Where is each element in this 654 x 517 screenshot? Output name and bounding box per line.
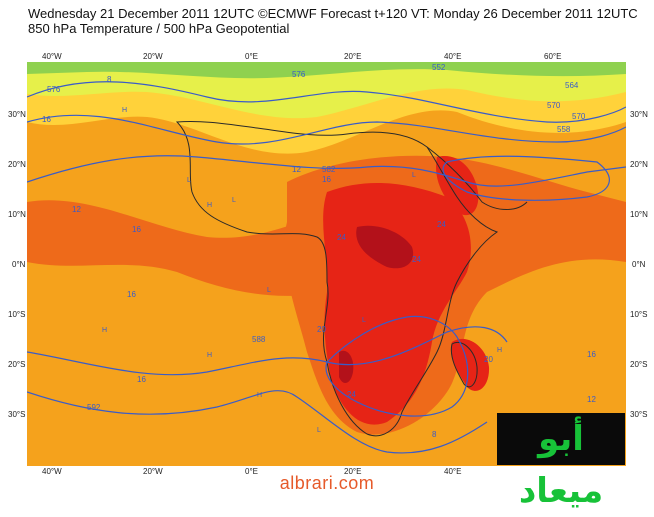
lon-label-top-0e: 0°E: [245, 52, 258, 61]
madagascar-coastline: [450, 342, 478, 388]
lat-label-right-30s: 30°S: [630, 410, 648, 419]
isohypse-588-south: [27, 326, 508, 376]
forecast-header: Wednesday 21 December 2011 12UTC ©ECMWF …: [28, 6, 638, 21]
lat-label-left-20s: 20°S: [8, 360, 26, 369]
contour-label: 12: [292, 165, 301, 174]
contour-label: 552: [432, 63, 446, 72]
contour-label: 576: [47, 85, 61, 94]
contour-label: 16: [322, 175, 331, 184]
lat-label-right-0n: 0°N: [632, 260, 646, 269]
lat-label-right-20s: 20°S: [630, 360, 648, 369]
lat-label-left-20n: 20°N: [8, 160, 26, 169]
high-pressure-mark: H: [207, 352, 212, 359]
contour-label: 16: [587, 350, 596, 359]
high-pressure-mark: H: [497, 347, 502, 354]
contour-label: 24: [412, 255, 421, 264]
contour-label: 16: [127, 290, 136, 299]
contour-label: 24: [437, 220, 446, 229]
forecast-map[interactable]: 576 16 12 16 8 24 24 24 16 592 564 570 5…: [27, 62, 626, 466]
high-pressure-mark: H: [207, 202, 212, 209]
map-title: Wednesday 21 December 2011 12UTC ©ECMWF …: [28, 6, 638, 36]
low-pressure-mark: L: [267, 287, 271, 294]
contour-label: 12: [587, 395, 596, 404]
low-pressure-mark: L: [362, 317, 366, 324]
field-description: 850 hPa Temperature / 500 hPa Geopotenti…: [28, 21, 290, 36]
contour-label: 16: [132, 225, 141, 234]
lon-label-top-40w: 40°W: [42, 52, 62, 61]
lon-label-bottom-20e: 20°E: [344, 467, 362, 476]
isohypse-594-south: [325, 315, 469, 417]
contour-label: 558: [557, 125, 571, 134]
cold-zone-north: [27, 62, 626, 79]
lat-label-right-10n: 10°N: [630, 210, 648, 219]
lon-label-bottom-20w: 20°W: [143, 467, 163, 476]
contour-label: 570: [572, 112, 586, 121]
contour-label: 570: [547, 101, 561, 110]
lon-label-top-20e: 20°E: [344, 52, 362, 61]
lon-label-top-20w: 20°W: [143, 52, 163, 61]
contour-label: 8: [432, 430, 437, 439]
isohypse-576: [27, 114, 626, 145]
low-pressure-mark: L: [317, 427, 321, 434]
contour-label: 20: [317, 325, 326, 334]
hottest-zone-south: [339, 350, 354, 384]
contour-label: 564: [565, 81, 579, 90]
author-badge: أبو ميعاد: [497, 413, 625, 511]
lon-label-top-60e: 60°E: [544, 52, 562, 61]
contour-label: 16: [137, 375, 146, 384]
contour-label: 16: [42, 115, 51, 124]
lon-label-bottom-0e: 0°E: [245, 467, 258, 476]
isohypse-594-east: [442, 155, 610, 201]
lat-label-right-20n: 20°N: [630, 160, 648, 169]
high-pressure-mark: H: [122, 107, 127, 114]
low-pressure-mark: L: [232, 197, 236, 204]
lat-label-left-30s: 30°S: [8, 410, 26, 419]
low-pressure-mark: L: [412, 172, 416, 179]
contour-label: 582: [322, 165, 336, 174]
lat-label-right-30n: 30°N: [630, 110, 648, 119]
site-watermark: albrari.com: [279, 473, 375, 493]
lon-label-bottom-40e: 40°E: [444, 467, 462, 476]
contour-label: 576: [292, 70, 306, 79]
contour-label: 24: [337, 233, 346, 242]
contour-label: 12: [72, 205, 81, 214]
lon-label-bottom-40w: 40°W: [42, 467, 62, 476]
contour-label: 588: [252, 335, 266, 344]
temperature-field: 576 16 12 16 8 24 24 24 16 592 564 570 5…: [27, 62, 626, 466]
africa-coastline: [175, 120, 499, 437]
contour-label: 24: [347, 390, 356, 399]
lat-label-right-10s: 10°S: [630, 310, 648, 319]
contour-label: 592: [87, 403, 101, 412]
lat-label-left-10s: 10°S: [8, 310, 26, 319]
lat-label-left-10n: 10°N: [8, 210, 26, 219]
contour-label: 8: [107, 75, 112, 84]
lat-label-left-30n: 30°N: [8, 110, 26, 119]
low-pressure-mark: L: [187, 177, 191, 184]
high-pressure-mark: H: [102, 327, 107, 334]
arabia-coastline: [426, 146, 528, 210]
lon-label-top-40e: 40°E: [444, 52, 462, 61]
hotter-zone-madagascar: [450, 338, 490, 391]
lat-label-left-0n: 0°N: [12, 260, 26, 269]
isohypse-588: [27, 155, 626, 187]
hottest-zone-central: [356, 225, 414, 269]
high-pressure-mark: H: [257, 392, 262, 399]
isohypse-582-south: [27, 390, 488, 454]
isohypse-564: [27, 81, 626, 123]
contour-label: 20: [484, 355, 493, 364]
cool-zone-north: [27, 62, 626, 119]
hotter-zone-horn: [436, 156, 479, 216]
hot-zone-west: [27, 200, 327, 296]
